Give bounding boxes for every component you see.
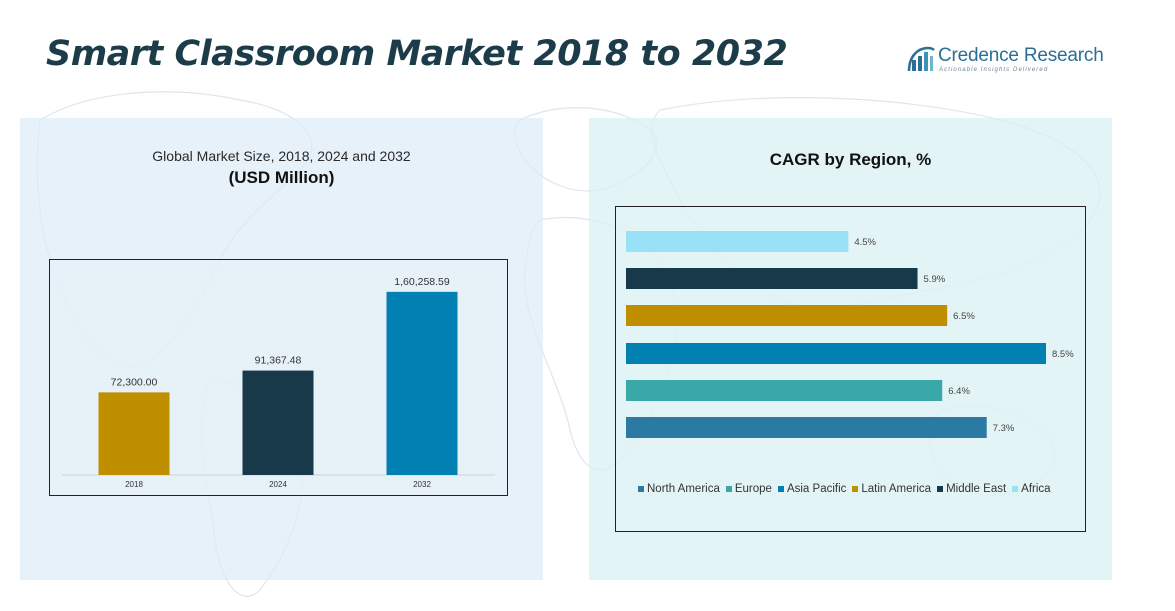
legend-swatch-asia-pacific [777, 486, 784, 492]
x-tick-label-2024: 2024 [269, 480, 287, 489]
hbar-asia-pacific [626, 343, 1046, 364]
legend-swatch-latin-america [852, 486, 859, 492]
market-size-unit: (USD Million) [228, 168, 335, 187]
data-label-2032: 1,60,258.59 [394, 276, 450, 288]
brand-logo[interactable]: Credence Research Actionable Insights De… [906, 44, 1104, 78]
legend-item-latin-america: Latin America [852, 483, 931, 495]
legend-swatch-africa [1012, 486, 1019, 492]
hbar-label-asia-pacific: 8.5% [1052, 349, 1074, 360]
logo-name: Credence Research [938, 45, 1104, 66]
data-label-2018: 72,300.00 [111, 376, 158, 388]
hbar-label-latin-america: 6.5% [953, 311, 975, 322]
market-size-subtitle: Global Market Size, 2018, 2024 and 2032 [152, 148, 411, 164]
legend-label-africa: Africa [1021, 483, 1051, 495]
x-tick-label-2018: 2018 [125, 480, 143, 489]
logo-mark-icon [907, 46, 935, 72]
market-size-bar-chart: 72,300.00 2018 91,367.48 2024 1,60,258.59 203… [62, 276, 495, 489]
data-label-2024: 91,367.48 [255, 355, 302, 367]
legend-item-africa: Africa [1012, 483, 1051, 495]
market-size-chart: 72,300.00 2018 91,367.48 2024 1,60,258.59 203… [49, 259, 508, 496]
hbar-label-europe: 6.4% [948, 386, 970, 397]
legend-label-europe: Europe [734, 483, 772, 495]
legend-label-north-america: North America [647, 483, 720, 495]
x-tick-label-2032: 2032 [413, 480, 431, 489]
cagr-bar-chart: 4.5% 5.9% 6.5% 8.5% 6.4% 7.3% [626, 231, 1074, 438]
legend-item-middle-east: Middle East [937, 483, 1006, 495]
page-title: Smart Classroom Market 2018 to 2032 [46, 34, 788, 74]
market-size-panel: Global Market Size, 2018, 2024 and 2032 … [20, 118, 543, 580]
legend-item-asia-pacific: Asia Pacific [777, 483, 847, 495]
bar-2018 [98, 392, 170, 475]
legend-item-north-america: North America [638, 483, 720, 495]
hbar-europe [626, 380, 943, 401]
legend-label-asia-pacific: Asia Pacific [786, 483, 847, 495]
hbar-label-middle-east: 5.9% [924, 274, 946, 285]
legend-item-europe: Europe [725, 483, 772, 495]
hbar-label-africa: 4.5% [854, 237, 876, 248]
hbar-latin-america [626, 305, 948, 326]
hbar-label-north-america: 7.3% [993, 423, 1015, 434]
cagr-panel: CAGR by Region, % 4.5% 5.9% 6.5% 8.5% 6.4% 7.… [589, 118, 1112, 580]
hbar-north-america [626, 417, 987, 438]
cagr-legend: North America Europe Asia Pacific Latin Ame… [638, 483, 1051, 495]
hbar-africa [626, 231, 849, 252]
cagr-title: CAGR by Region, % [769, 150, 932, 169]
logo-tagline: Actionable Insights Delivered [939, 67, 1049, 73]
legend-swatch-middle-east [937, 486, 944, 492]
legend-swatch-north-america [638, 486, 644, 492]
legend-label-latin-america: Latin America [861, 483, 932, 495]
bar-2032 [386, 291, 458, 475]
bar-2024 [242, 370, 314, 475]
legend-swatch-europe [725, 486, 732, 492]
legend-label-middle-east: Middle East [946, 483, 1007, 495]
hbar-middle-east [626, 268, 918, 289]
cagr-chart: 4.5% 5.9% 6.5% 8.5% 6.4% 7.3% North America Eu… [615, 206, 1086, 532]
